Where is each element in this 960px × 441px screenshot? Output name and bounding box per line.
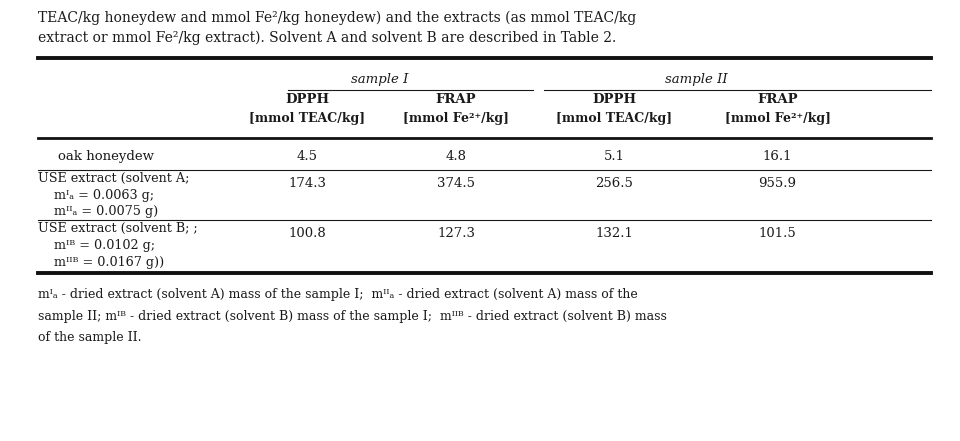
Text: 4.8: 4.8 (445, 150, 467, 163)
Text: mᴵᴵₐ = 0.0075 g): mᴵᴵₐ = 0.0075 g) (38, 205, 158, 218)
Text: 5.1: 5.1 (604, 150, 625, 163)
Text: mᴵₐ = 0.0063 g;: mᴵₐ = 0.0063 g; (38, 189, 155, 202)
Text: 955.9: 955.9 (758, 177, 797, 190)
Text: FRAP: FRAP (436, 93, 476, 105)
Text: sample II: sample II (664, 73, 728, 86)
Text: 16.1: 16.1 (763, 150, 792, 163)
Text: 174.3: 174.3 (288, 177, 326, 190)
Text: 132.1: 132.1 (595, 227, 634, 240)
Text: 374.5: 374.5 (437, 177, 475, 190)
Text: DPPH: DPPH (285, 93, 329, 105)
Text: [mmol TEAC/kg]: [mmol TEAC/kg] (557, 112, 672, 125)
Text: [mmol Fe²⁺/kg]: [mmol Fe²⁺/kg] (403, 112, 509, 125)
Text: [mmol Fe²⁺/kg]: [mmol Fe²⁺/kg] (725, 112, 830, 125)
Text: USE extract (solvent A;: USE extract (solvent A; (38, 172, 190, 185)
Text: TEAC/kg honeydew and mmol Fe²/kg honeydew) and the extracts (as mmol TEAC/kg: TEAC/kg honeydew and mmol Fe²/kg honeyde… (38, 11, 636, 26)
Text: USE extract (solvent B; ;: USE extract (solvent B; ; (38, 222, 198, 235)
Text: mᴵᴮ = 0.0102 g;: mᴵᴮ = 0.0102 g; (38, 239, 156, 252)
Text: extract or mmol Fe²/kg extract). Solvent A and solvent B are described in Table : extract or mmol Fe²/kg extract). Solvent… (38, 31, 616, 45)
Text: 101.5: 101.5 (758, 227, 797, 240)
Text: mᴵᴵᴮ = 0.0167 g)): mᴵᴵᴮ = 0.0167 g)) (38, 256, 165, 269)
Text: 4.5: 4.5 (297, 150, 318, 163)
Text: mᴵₐ - dried extract (solvent A) mass of the sample I;  mᴵᴵₐ - dried extract (sol: mᴵₐ - dried extract (solvent A) mass of … (38, 288, 638, 300)
Text: FRAP: FRAP (757, 93, 798, 105)
Text: sample II; mᴵᴮ - dried extract (solvent B) mass of the sample I;  mᴵᴵᴮ - dried e: sample II; mᴵᴮ - dried extract (solvent … (38, 310, 667, 322)
Text: DPPH: DPPH (592, 93, 636, 105)
Text: oak honeydew: oak honeydew (58, 150, 154, 163)
Text: [mmol TEAC/kg]: [mmol TEAC/kg] (250, 112, 365, 125)
Text: of the sample II.: of the sample II. (38, 331, 142, 344)
Text: 127.3: 127.3 (437, 227, 475, 240)
Text: 100.8: 100.8 (288, 227, 326, 240)
Text: 256.5: 256.5 (595, 177, 634, 190)
Text: sample I: sample I (351, 73, 409, 86)
